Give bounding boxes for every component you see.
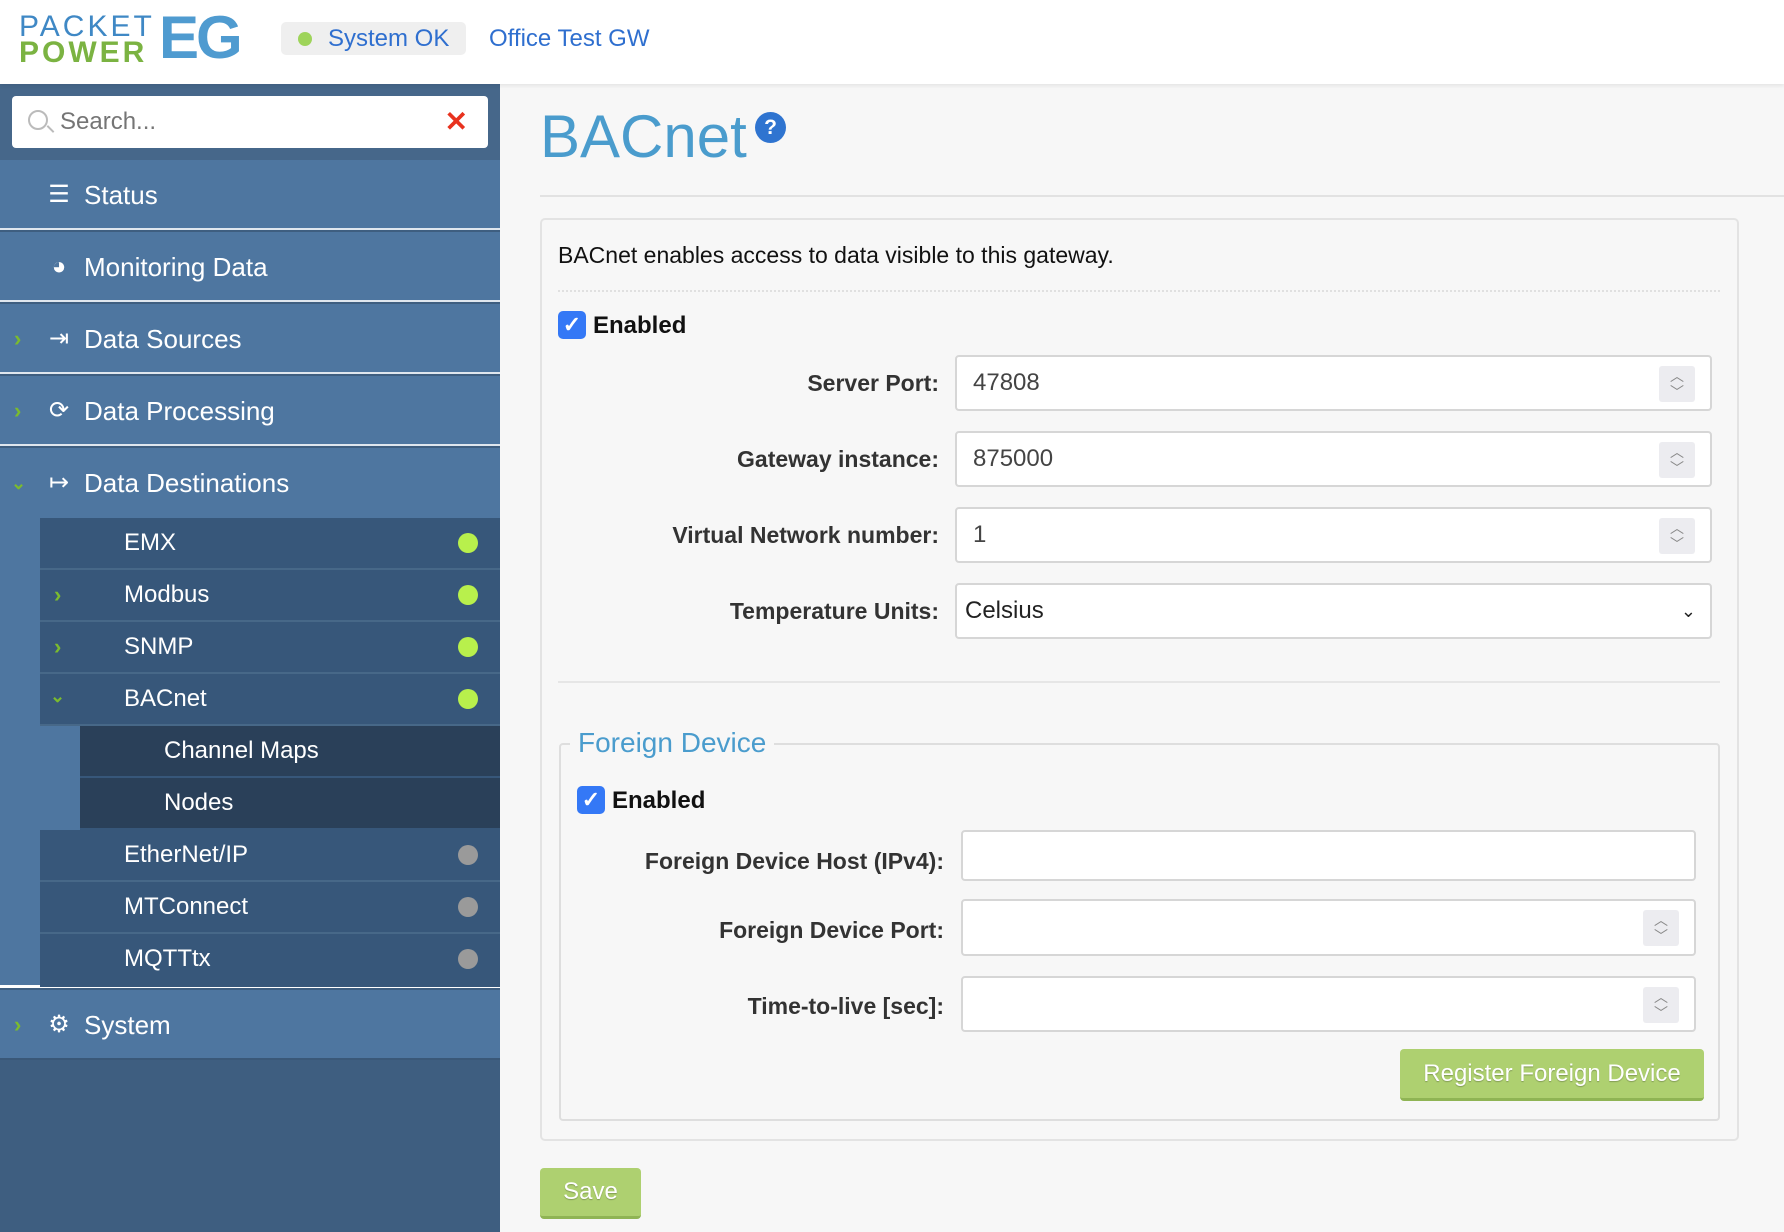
chevron-right-icon: › [54,634,62,659]
sidebar-subitem-channel-maps[interactable]: Channel Maps [80,726,500,778]
subitem-label: MQTTtx [124,945,211,972]
subitem-label: Modbus [124,581,210,608]
sign-in-icon: ⇥ [48,325,70,352]
save-button[interactable]: Save [540,1168,641,1219]
help-icon[interactable]: ? [755,112,786,143]
dashboard-gauge-icon: ◕ [51,253,67,280]
chevron-down-icon: ⌄ [50,686,66,706]
sidebar-item-system[interactable]: › ⚙ System [0,990,500,1060]
gateway-instance-label: Gateway instance: [737,446,939,472]
logo-power: POWER [19,36,148,69]
divider [558,681,1720,683]
sidebar-item-label: System [84,1010,171,1040]
foreign-port-label: Foreign Device Port: [719,917,944,943]
header: PACKET POWER EG System OK Office Test GW [0,0,1784,84]
foreign-device-enabled-checkbox[interactable]: ✓ [577,786,605,814]
server-port-label: Server Port: [807,370,939,396]
search-box: ✕ [12,96,488,148]
sidebar-subitem-snmp[interactable]: › SNMP [40,622,500,674]
chevron-right-icon: › [14,398,22,423]
sidebar-item-monitoring-data[interactable]: ◕ Monitoring Data [0,232,500,302]
description: BACnet enables access to data visible to… [558,242,1114,268]
logo-eg: EG [159,4,243,71]
foreign-device-legend: Foreign Device [570,725,775,761]
status-dot-icon [458,585,478,605]
foreign-device-enabled-label: Enabled [612,787,706,814]
subitem-label: Nodes [164,789,234,816]
status-dot-icon [458,689,478,709]
sidebar-item-label: Data Processing [84,396,275,426]
spinner-icon[interactable]: ︿ ﹀ [1659,366,1695,402]
sidebar-item-data-sources[interactable]: › ⇥ Data Sources [0,304,500,374]
status-dot-icon [458,897,478,917]
status-dot-icon [298,32,312,46]
subitem-label: Channel Maps [164,737,319,764]
chevron-right-icon: › [54,582,62,607]
sidebar-item-label: Monitoring Data [84,252,268,282]
system-status-badge[interactable]: System OK [281,22,466,55]
divider [540,195,1784,197]
enabled-checkbox[interactable]: ✓ [558,311,586,339]
sign-out-icon: ↦ [48,469,70,496]
status-text: System OK [328,25,450,52]
sidebar-subitem-mtconnect[interactable]: MTConnect [40,882,500,934]
sidebar-item-label: Data Destinations [84,468,290,498]
sidebar-item-data-processing[interactable]: › ⟳ Data Processing [0,376,500,446]
subitem-label: MTConnect [124,893,249,920]
spinner-icon[interactable]: ︿ ﹀ [1659,518,1695,554]
sidebar-item-status[interactable]: ☰ Status [0,160,500,230]
sidebar-subitem-bacnet[interactable]: ⌄ BACnet [40,674,500,726]
foreign-host-label: Foreign Device Host (IPv4): [644,848,944,874]
spinner-icon[interactable]: ︿ ﹀ [1659,442,1695,478]
ttl-input[interactable]: ︿ ﹀ [961,976,1696,1032]
search-input[interactable] [60,96,440,148]
subitem-label: BACnet [124,685,207,712]
gateway-instance-input[interactable]: 875000 ︿ ﹀ [955,431,1712,487]
chevron-right-icon: › [14,1012,22,1037]
chevron-down-icon: ⌄ [1680,601,1696,621]
sidebar-subitem-modbus[interactable]: › Modbus [40,570,500,622]
search-icon [28,110,48,130]
foreign-device-fieldset [559,743,1720,1121]
chevron-down-icon: ⌄ [11,473,27,493]
foreign-port-input[interactable]: ︿ ﹀ [961,899,1696,956]
foreign-host-input[interactable] [961,830,1696,881]
spinner-icon[interactable]: ︿ ﹀ [1643,910,1679,946]
gear-icon: ⚙ [48,1011,70,1038]
sidebar-subitem-emx[interactable]: EMX [40,518,500,570]
status-dot-icon [458,533,478,553]
sidebar-item-label: Data Sources [84,324,242,354]
gateway-name-link[interactable]: Office Test GW [489,25,650,52]
clear-search-icon[interactable]: ✕ [444,106,468,137]
enabled-label: Enabled [593,312,687,339]
page-title: BACnet [540,103,747,170]
temperature-units-label: Temperature Units: [729,598,939,624]
status-dot-icon [458,949,478,969]
spinner-icon[interactable]: ︿ ﹀ [1643,987,1679,1023]
sidebar-item-label: Status [84,180,158,210]
register-foreign-device-button[interactable]: Register Foreign Device [1400,1049,1704,1101]
temperature-units-select[interactable]: Celsius ⌄ [955,583,1712,639]
logo-packet: PACKET [19,10,155,43]
virtual-network-label: Virtual Network number: [672,522,939,548]
subitem-label: EtherNet/IP [124,841,249,868]
sidebar-subitem-nodes[interactable]: Nodes [80,778,500,830]
sidebar-subitem-mqtttx[interactable]: MQTTtx [40,934,500,987]
ttl-label: Time-to-live [sec]: [747,993,944,1019]
server-port-input[interactable]: 47808 ︿ ﹀ [955,355,1712,411]
list-icon: ☰ [48,181,70,208]
sidebar-subitem-ethernet-ip[interactable]: EtherNet/IP [40,830,500,882]
chevron-right-icon: › [14,326,22,351]
virtual-network-input[interactable]: 1 ︿ ﹀ [955,507,1712,563]
status-dot-icon [458,637,478,657]
divider [558,290,1720,292]
subitem-label: SNMP [124,633,194,660]
status-dot-icon [458,845,478,865]
subitem-label: EMX [124,529,177,556]
refresh-icon: ⟳ [48,397,70,424]
